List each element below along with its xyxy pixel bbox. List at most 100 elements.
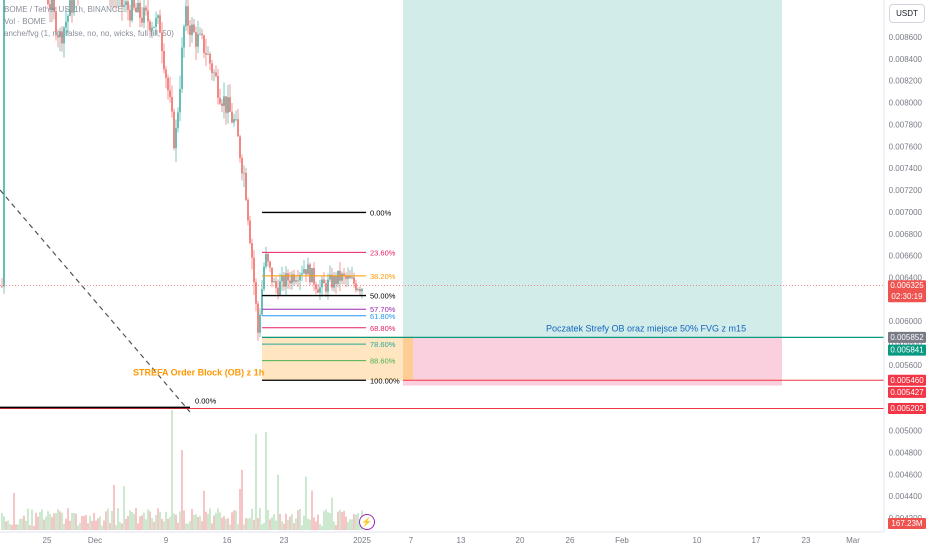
- volume-bar: [309, 519, 311, 530]
- candle-body: [233, 119, 235, 123]
- candle-body: [295, 280, 297, 282]
- candle-body: [331, 274, 333, 288]
- candle-body: [289, 280, 291, 284]
- candle-body: [191, 24, 193, 36]
- price-label-box: [888, 374, 926, 386]
- price-label-box: [888, 331, 926, 343]
- volume-bar: [277, 474, 279, 530]
- candle-body: [271, 267, 273, 283]
- chart-annotations: STREFA Order Block (OB) z 1h Poczatek Str…: [133, 323, 746, 377]
- y-tick-label: 0.004600: [889, 470, 923, 479]
- candle-body: [143, 7, 145, 23]
- candle-body: [171, 96, 173, 112]
- volume-bar: [313, 517, 315, 530]
- currency-button[interactable]: USDT: [889, 4, 925, 23]
- volume-bar: [199, 515, 201, 530]
- candle-body: [337, 270, 339, 285]
- candle-body: [237, 119, 239, 137]
- volume-bar: [329, 513, 331, 530]
- x-tick-label: 9: [164, 536, 169, 545]
- candle-body: [121, 0, 123, 7]
- x-tick-label: Feb: [615, 536, 629, 545]
- volume-bar: [319, 524, 321, 530]
- volume-bar: [253, 519, 255, 530]
- volume-bar: [227, 518, 229, 530]
- candle-body: [359, 289, 361, 292]
- volume-bar: [71, 512, 73, 530]
- x-tick-label: 23: [802, 536, 811, 545]
- volume-bar: [75, 513, 77, 530]
- candle-body: [361, 289, 363, 292]
- candle-body: [141, 17, 143, 23]
- volume-bar: [335, 525, 337, 530]
- volume-bar: [49, 513, 51, 530]
- candle-body: [251, 243, 253, 258]
- candle-body: [345, 275, 347, 279]
- volume-bar: [171, 410, 173, 530]
- volume-bar: [187, 523, 189, 530]
- candle-body: [125, 1, 127, 6]
- volume-bar: [353, 514, 355, 530]
- symbol-legend[interactable]: BOME / Tether US, 1h, BINANCE: [4, 5, 124, 14]
- candle-body: [311, 268, 313, 283]
- candle-body: [315, 284, 317, 290]
- volume-bar: [79, 522, 81, 530]
- fib-level-label: 23.60%: [370, 248, 396, 257]
- volume-bar: [343, 510, 345, 530]
- volume-bar: [179, 511, 181, 530]
- volume-bar: [219, 512, 221, 530]
- candle-body: [341, 273, 343, 281]
- candle-body: [53, 0, 55, 12]
- candle-body: [335, 275, 337, 285]
- y-tick-label: 0.008200: [889, 77, 923, 86]
- volume-bar: [175, 514, 177, 530]
- volume-bar: [73, 513, 75, 530]
- candle-body: [47, 0, 49, 4]
- candle-body: [253, 257, 255, 283]
- volume-bar: [125, 518, 127, 530]
- volume-bar: [251, 508, 253, 530]
- candle-body: [299, 274, 301, 281]
- volume-bar: [341, 512, 343, 530]
- y-tick-label: 0.004400: [889, 492, 923, 501]
- price-axis: 0.008600 0.008400 0.008200 0.008000 0.007800…: [883, 0, 926, 532]
- volume-bar: [203, 490, 205, 530]
- volume-bar: [47, 511, 49, 530]
- volume-legend[interactable]: Vol · BOME: [4, 17, 46, 26]
- horizontal-lines: [0, 189, 884, 413]
- candle-body: [221, 103, 223, 106]
- lightning-icon[interactable]: ⚡: [359, 514, 375, 530]
- volume-bar: [331, 497, 333, 530]
- candle-body: [293, 274, 295, 282]
- fib-level-label: 68.80%: [370, 324, 396, 333]
- indicator-legend[interactable]: anche/fvg (1, no, false, no, no, wicks, …: [4, 29, 174, 38]
- dashed-trendline: [0, 189, 191, 413]
- volume-bar: [33, 525, 35, 530]
- fib-level-label: 88.60%: [370, 357, 396, 366]
- candle-body: [227, 97, 229, 113]
- ob-zone-label: STREFA Order Block (OB) z 1h: [133, 367, 264, 377]
- volume-bar: [165, 511, 167, 530]
- candle-body: [203, 35, 205, 54]
- price-label-box: [888, 344, 926, 356]
- volume-bar: [287, 519, 289, 530]
- volume-bar: [169, 516, 171, 530]
- volume-bar: [121, 523, 123, 530]
- volume-bar: [263, 522, 265, 530]
- volume-bar: [217, 508, 219, 530]
- volume-bar: [19, 518, 21, 530]
- price-label-box: [888, 280, 926, 303]
- volume-bar: [105, 511, 107, 530]
- candle-body: [357, 289, 359, 291]
- candle-body: [307, 264, 309, 275]
- volume-bar: [27, 508, 29, 530]
- y-tick-label: 0.005600: [889, 361, 923, 370]
- volume-bar: [137, 523, 139, 530]
- candle-body: [151, 27, 153, 31]
- candle-body: [317, 289, 319, 293]
- y-tick-label: 0.006000: [889, 317, 923, 326]
- volume-bar: [305, 476, 307, 530]
- volume-bar: [45, 516, 47, 530]
- candle-body: [235, 119, 237, 120]
